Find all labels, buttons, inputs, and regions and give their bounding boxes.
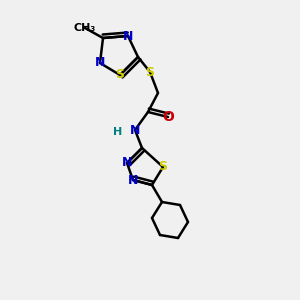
Text: S: S [146, 65, 154, 79]
Text: H: H [113, 127, 123, 137]
Text: N: N [123, 29, 133, 43]
Text: N: N [95, 56, 105, 70]
Text: S: S [116, 68, 124, 82]
Text: S: S [158, 160, 167, 173]
Text: N: N [122, 157, 132, 169]
Text: O: O [162, 110, 174, 124]
Text: N: N [130, 124, 140, 136]
Text: CH₃: CH₃ [74, 23, 96, 33]
Text: N: N [128, 173, 138, 187]
